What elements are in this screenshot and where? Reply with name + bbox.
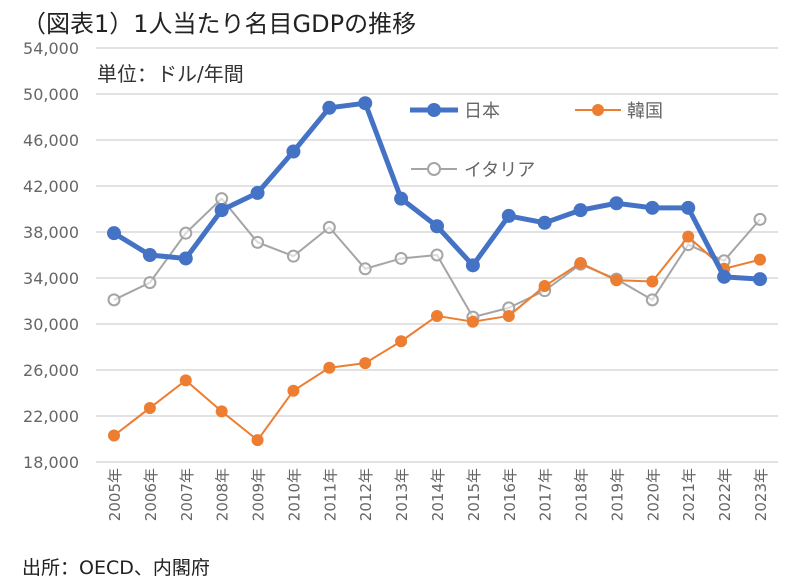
data-point-korea[interactable] <box>108 429 120 442</box>
series-italy <box>107 192 767 324</box>
data-point-italy[interactable] <box>179 226 193 240</box>
data-point-korea[interactable] <box>251 434 264 447</box>
data-point-korea[interactable] <box>431 309 443 322</box>
data-point-italy[interactable] <box>286 249 300 263</box>
data-point-japan[interactable] <box>753 272 767 287</box>
series-group <box>107 96 767 447</box>
legend-marker-korea <box>592 104 604 116</box>
legend-label-korea: 韓国 <box>627 101 663 122</box>
data-point-korea[interactable] <box>574 257 587 270</box>
data-point-japan[interactable] <box>573 203 588 218</box>
y-tick-label: 18,000 <box>23 453 79 472</box>
x-tick-label: 2017年 <box>537 468 555 521</box>
data-point-korea[interactable] <box>143 401 156 414</box>
data-point-japan[interactable] <box>178 251 193 266</box>
x-tick-label: 2015年 <box>465 468 483 521</box>
x-tick-label: 2008年 <box>214 468 232 521</box>
data-point-korea[interactable] <box>466 315 479 328</box>
legend-marker-italy <box>427 162 441 176</box>
series-japan <box>107 96 767 287</box>
data-point-japan[interactable] <box>358 96 373 111</box>
data-point-korea[interactable] <box>395 335 408 348</box>
chart-title: （図表1）1人当たり名目GDPの推移 <box>22 10 416 38</box>
x-tick-label: 2007年 <box>178 468 196 521</box>
x-tick-label: 2013年 <box>393 468 411 521</box>
series-korea <box>108 230 766 447</box>
source-note: 出所：OECD、内閣府 <box>22 557 210 579</box>
x-tick-label: 2023年 <box>752 468 770 521</box>
data-point-korea[interactable] <box>359 357 372 370</box>
data-point-korea[interactable] <box>179 374 192 387</box>
data-point-korea[interactable] <box>502 309 515 322</box>
x-tick-label: 2020年 <box>644 468 662 521</box>
legend-marker-japan <box>427 103 441 117</box>
data-point-italy[interactable] <box>430 248 444 262</box>
legend-item-korea[interactable]: 韓国 <box>575 101 663 122</box>
data-point-japan[interactable] <box>322 100 337 115</box>
legend: 日本 韓国 イタリア <box>410 101 663 181</box>
data-point-korea[interactable] <box>323 361 336 374</box>
x-tick-label: 2021年 <box>680 468 698 521</box>
data-point-korea[interactable] <box>610 274 623 287</box>
x-tick-label: 2009年 <box>250 468 268 521</box>
y-tick-label: 30,000 <box>23 315 79 334</box>
data-point-japan[interactable] <box>250 185 265 200</box>
y-tick-label: 34,000 <box>23 269 79 288</box>
y-axis: 18,000 22,000 26,000 30,000 34,000 38,000 42,0… <box>23 39 79 472</box>
unit-label: 単位：ドル/年間 <box>97 62 244 86</box>
data-point-japan[interactable] <box>394 191 409 206</box>
legend-label-italy: イタリア <box>464 160 535 181</box>
data-point-italy[interactable] <box>753 212 767 226</box>
legend-item-italy[interactable]: イタリア <box>411 160 535 181</box>
series-line-korea <box>113 235 761 442</box>
x-tick-label: 2012年 <box>357 468 375 521</box>
data-point-italy[interactable] <box>645 293 659 307</box>
data-point-japan[interactable] <box>465 258 480 273</box>
legend-label-japan: 日本 <box>464 101 500 122</box>
x-tick-label: 2010年 <box>285 468 303 521</box>
x-tick-label: 2005年 <box>106 468 124 521</box>
y-tick-label: 22,000 <box>23 407 79 426</box>
x-tick-label: 2011年 <box>321 468 339 521</box>
data-point-japan[interactable] <box>142 248 157 262</box>
data-point-korea[interactable] <box>215 405 228 418</box>
data-point-japan[interactable] <box>501 208 516 223</box>
y-tick-label: 26,000 <box>23 361 79 380</box>
x-tick-label: 2022年 <box>716 468 734 521</box>
x-axis: 2005年 2006年 2007年 2008年 2009年 2010年 2011年 2012年… <box>106 468 770 521</box>
data-point-italy[interactable] <box>215 192 229 206</box>
data-point-japan[interactable] <box>609 196 624 211</box>
data-point-italy[interactable] <box>143 276 157 290</box>
y-tick-label: 38,000 <box>23 223 79 242</box>
x-tick-label: 2014年 <box>429 468 447 521</box>
data-point-italy[interactable] <box>107 293 121 307</box>
data-point-korea[interactable] <box>287 384 300 397</box>
data-point-japan[interactable] <box>645 200 660 215</box>
y-tick-label: 46,000 <box>23 131 79 150</box>
x-tick-label: 2019年 <box>608 468 626 521</box>
data-point-italy[interactable] <box>251 235 265 249</box>
data-point-korea[interactable] <box>682 230 695 243</box>
data-point-japan[interactable] <box>717 269 732 284</box>
data-point-japan[interactable] <box>214 203 229 218</box>
y-tick-label: 50,000 <box>23 85 79 104</box>
data-point-italy[interactable] <box>358 262 372 276</box>
data-point-japan[interactable] <box>286 144 301 159</box>
data-point-korea[interactable] <box>538 280 551 293</box>
y-tick-label: 42,000 <box>23 177 79 196</box>
y-tick-label: 54,000 <box>23 39 79 58</box>
data-point-korea[interactable] <box>646 275 659 288</box>
data-point-japan[interactable] <box>537 215 552 230</box>
data-point-japan[interactable] <box>107 226 121 241</box>
data-point-japan[interactable] <box>681 200 696 215</box>
legend-item-japan[interactable]: 日本 <box>410 101 500 122</box>
data-point-japan[interactable] <box>430 219 444 234</box>
x-tick-label: 2016年 <box>501 468 519 521</box>
data-point-italy[interactable] <box>322 220 336 234</box>
data-point-korea[interactable] <box>754 253 766 266</box>
x-tick-label: 2006年 <box>142 468 160 521</box>
data-point-italy[interactable] <box>394 251 408 265</box>
x-tick-label: 2018年 <box>573 468 591 521</box>
